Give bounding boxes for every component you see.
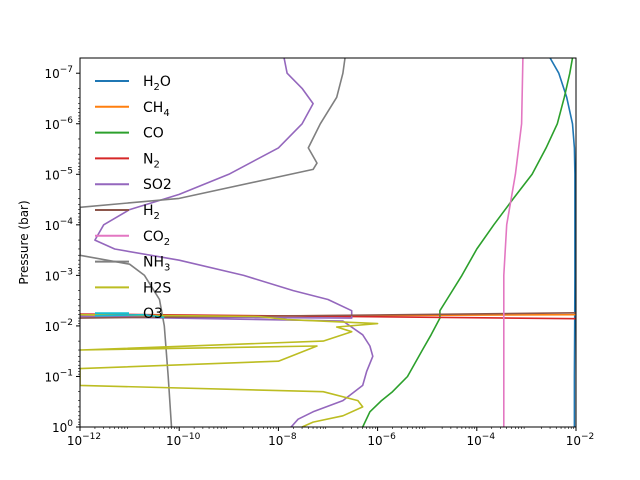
series-line-h2s xyxy=(80,313,379,427)
y-tick-label: 10−1 xyxy=(44,368,73,384)
y-axis-label: Pressure (bar) xyxy=(17,200,31,284)
series-line-co2 xyxy=(503,58,524,427)
y-tick-label: 100 xyxy=(52,419,73,435)
series-line-nh3 xyxy=(80,58,346,427)
x-tick-label: 10−10 xyxy=(166,432,201,448)
series-line-co xyxy=(361,58,574,427)
y-tick-label: 10−3 xyxy=(44,267,73,283)
series-line-h2o xyxy=(549,58,576,427)
legend-label-o3: O3 xyxy=(143,306,163,322)
x-tick-label: 10−4 xyxy=(467,432,496,448)
y-axis: 100 10−1 10−2 10−3 10−4 10−5 10−6 10−7 xyxy=(44,65,80,435)
legend-label-h2o: H2O xyxy=(143,74,171,93)
y-tick-label: 10−2 xyxy=(44,318,73,334)
legend-label-co: CO xyxy=(143,126,164,142)
series-layer xyxy=(80,58,576,427)
x-axis: 10−12 10−10 10−8 10−6 10−4 10−2 xyxy=(67,427,594,448)
legend-label-co2: CO2 xyxy=(143,229,170,248)
y-tick-label: 10−5 xyxy=(44,166,73,182)
series-line-so2 xyxy=(80,58,374,427)
y-tick-label: 10−7 xyxy=(44,65,73,81)
legend-label-nh3: NH3 xyxy=(143,255,170,274)
legend-label-ch4: CH4 xyxy=(143,100,170,119)
legend-label-n2: N2 xyxy=(143,151,160,170)
legend-label-h2s: H2S xyxy=(143,280,171,296)
legend-label-so2: SO2 xyxy=(143,177,172,193)
y-tick-label: 10−4 xyxy=(44,217,73,233)
legend: H2O CH4 CO N2 SO2 H2 CO2 NH3 H2S O3 xyxy=(95,74,172,322)
x-tick-label: 10−12 xyxy=(67,432,101,448)
x-tick-label: 10−2 xyxy=(566,432,595,448)
x-tick-label: 10−6 xyxy=(367,432,396,448)
x-tick-label: 10−8 xyxy=(268,432,297,448)
series-line-o3 xyxy=(94,313,165,319)
plot-frame xyxy=(79,57,577,428)
y-tick-label: 10−6 xyxy=(44,116,73,132)
legend-label-h2: H2 xyxy=(143,203,160,222)
